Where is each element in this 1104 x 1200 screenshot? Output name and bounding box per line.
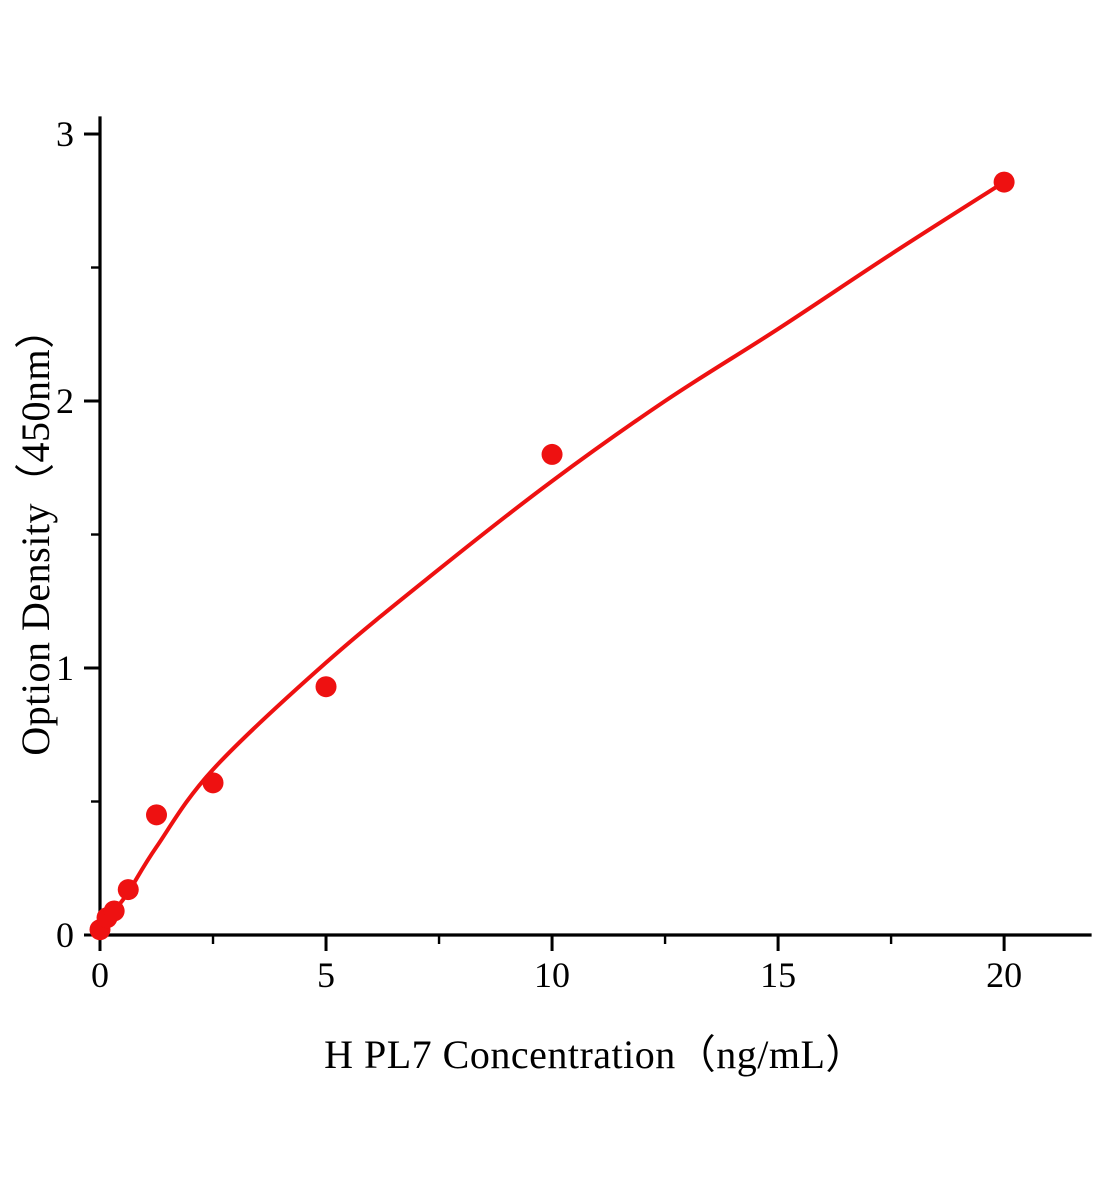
x-tick-label: 20: [986, 955, 1022, 995]
x-tick-label: 15: [760, 955, 796, 995]
data-point: [103, 900, 125, 922]
x-tick-label: 0: [91, 955, 109, 995]
data-point: [993, 171, 1015, 193]
x-tick-label: 10: [534, 955, 570, 995]
x-axis-title: H PL7 Concentration（ng/mL）: [324, 1032, 866, 1077]
x-tick-label: 5: [317, 955, 335, 995]
data-point: [146, 804, 168, 826]
data-point: [117, 879, 139, 901]
y-tick-label: 1: [56, 648, 74, 688]
y-tick-label: 3: [56, 114, 74, 154]
data-point: [202, 772, 224, 794]
trend-line: [98, 180, 1007, 935]
y-tick-label: 2: [56, 381, 74, 421]
y-tick-label: 0: [56, 915, 74, 955]
y-axis-title: Option Density（450nm）: [13, 308, 58, 756]
data-point: [541, 443, 563, 465]
data-point: [315, 676, 337, 698]
